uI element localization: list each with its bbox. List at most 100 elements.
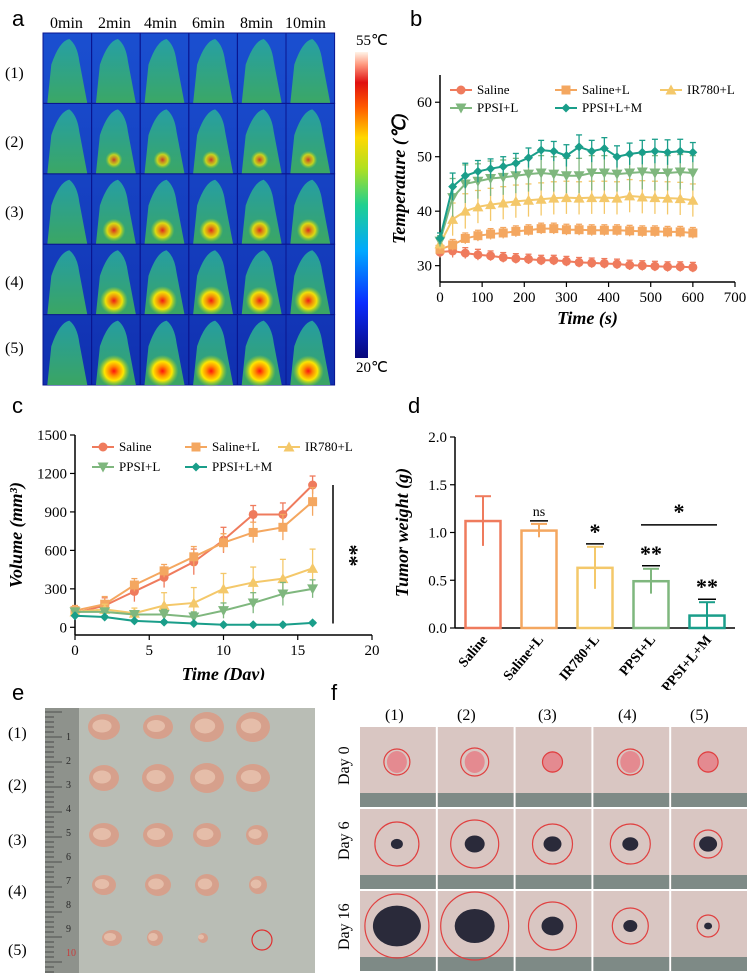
panel-label-e: e — [12, 680, 25, 705]
c-legend-label: PPSI+L — [119, 459, 160, 474]
b-series-0 — [435, 243, 698, 273]
row-label-2: (2) — [5, 134, 24, 151]
c-series-4 — [70, 611, 318, 630]
d-bar-group-0: Saline — [456, 495, 502, 671]
b-point — [637, 147, 647, 157]
ruler-number: 6 — [66, 852, 71, 863]
f-photo-r1-c1 — [360, 727, 436, 807]
mouse-silhouette — [95, 39, 136, 104]
c-legend-marker — [191, 462, 201, 472]
time-label-4: 8min — [240, 15, 273, 32]
b-point — [649, 192, 661, 203]
ruler-strip — [671, 957, 747, 971]
b-x-tick-label: 500 — [639, 290, 662, 306]
b-point — [486, 164, 496, 174]
c-legend: Saline Saline+L IR780+L PPSI+L PPSI+L+M — [92, 439, 353, 474]
tumor-outline — [697, 751, 719, 773]
panel-f-mouse-photos: (1) (2) (3) (4) (5) Day 0 Day 6 Day 16 — [336, 707, 747, 971]
b-point — [574, 142, 584, 152]
ruler-strip — [437, 875, 514, 889]
tumor-r1-c2 — [143, 715, 173, 739]
mouse-silhouette — [47, 39, 88, 104]
b-point — [688, 147, 698, 157]
f-photo-r1-c5 — [671, 727, 747, 807]
d-category-label: PPSI+L+M — [659, 633, 715, 690]
f-col-label-4: (4) — [618, 707, 637, 724]
b-point — [586, 168, 598, 179]
f-photo-r2-c1 — [360, 809, 436, 889]
thermal-cell-r4-c6 — [285, 243, 336, 316]
c-point — [159, 617, 169, 627]
f-photo-r3-c2 — [437, 891, 514, 971]
c-legend-marker — [191, 442, 201, 452]
f-photo-r2-c5 — [671, 809, 747, 889]
tumor-outline — [460, 747, 490, 777]
f-col-label-1: (1) — [385, 707, 404, 724]
thermal-cell-r3-c6 — [285, 173, 336, 245]
b-y-tick-label: 40 — [417, 204, 432, 220]
b-point — [598, 168, 610, 179]
lesion — [372, 905, 421, 947]
b-point — [662, 168, 674, 179]
hotspot — [243, 355, 276, 387]
hotspot — [196, 286, 226, 316]
thermal-cell-r2-c6 — [285, 102, 336, 175]
mouse-silhouette — [47, 179, 88, 245]
row-label-1: (1) — [5, 65, 24, 82]
b-point — [625, 226, 635, 236]
hotspot — [105, 151, 123, 169]
b-point — [599, 144, 609, 154]
b-point — [573, 171, 585, 182]
b-point — [649, 168, 661, 179]
b-point — [573, 192, 585, 203]
ruler-number: 8 — [66, 900, 71, 911]
c-point — [219, 538, 228, 548]
empty-tumor-circle — [251, 929, 273, 951]
b-legend-label: PPSI+L+M — [582, 100, 643, 115]
f-photo-r1-c2 — [437, 727, 514, 807]
tumor-row-label-2: (2) — [8, 777, 27, 794]
lesion — [541, 916, 564, 936]
b-point — [560, 171, 572, 182]
b-point — [497, 197, 509, 208]
hotspot — [202, 150, 221, 169]
ruler-strip — [593, 793, 670, 807]
thermal-cell-r5-c2 — [91, 314, 141, 387]
c-point — [99, 607, 111, 618]
panel-label-c: c — [12, 393, 23, 418]
ruler-strip — [437, 957, 514, 971]
b-point — [637, 226, 647, 236]
tumor-outline — [611, 907, 649, 945]
f-col-label-2: (2) — [457, 707, 476, 724]
colorbar-max-label: 55℃ — [356, 33, 388, 49]
b-legend-label: IR780+L — [687, 82, 735, 97]
b-point — [536, 145, 546, 155]
c-point — [308, 497, 318, 507]
c-point — [277, 573, 289, 584]
b-point — [524, 254, 533, 264]
hotspot — [97, 355, 130, 387]
colorbar-min-label: 20℃ — [356, 360, 388, 376]
b-point — [485, 199, 497, 210]
b-x-tick-label: 600 — [682, 290, 705, 306]
lesion — [704, 922, 713, 930]
thermal-cell-r4-c3 — [139, 243, 190, 316]
time-label-5: 10min — [285, 15, 326, 32]
tumor-r2-c4 — [236, 764, 270, 792]
f-photo-r3-c3 — [515, 891, 592, 971]
c-point — [308, 618, 318, 628]
b-point — [459, 205, 471, 216]
b-point — [650, 146, 660, 156]
hotspot — [245, 286, 274, 315]
panel-label-b: b — [410, 6, 423, 31]
b-point — [536, 224, 546, 234]
b-point — [650, 261, 660, 271]
b-point — [612, 152, 622, 162]
ruler-number: 7 — [66, 876, 71, 887]
c-y-tick-label: 900 — [45, 505, 68, 521]
tumor-r4-c1 — [92, 875, 116, 895]
b-point — [612, 225, 622, 235]
b-y-tick-label: 50 — [417, 150, 432, 166]
b-point — [498, 228, 508, 238]
tumor-r4-c3 — [195, 874, 219, 896]
